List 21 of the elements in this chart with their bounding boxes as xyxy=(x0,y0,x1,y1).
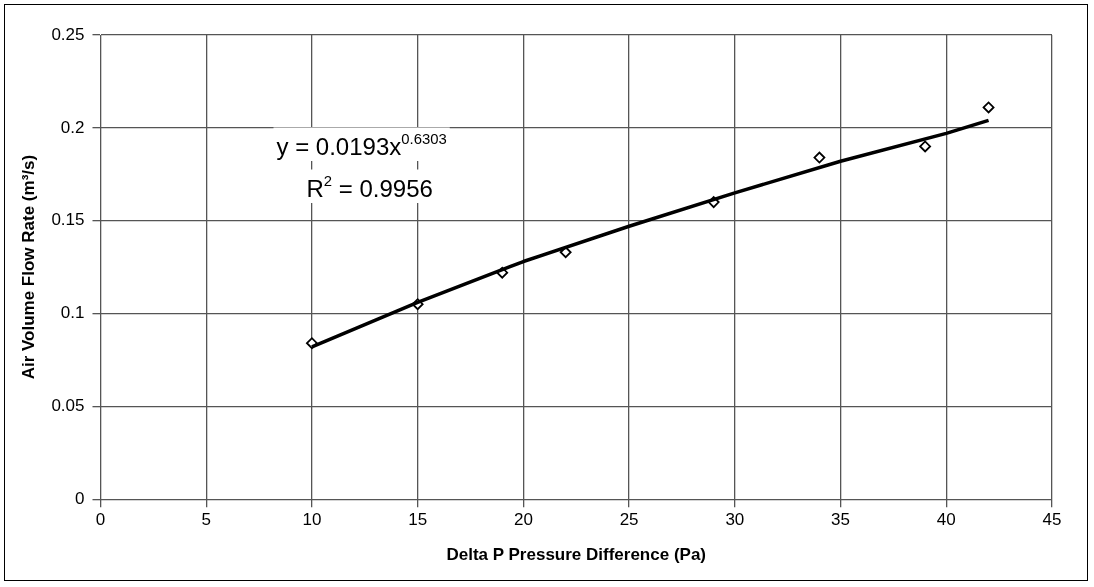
x-tick-label: 40 xyxy=(936,510,956,530)
x-tick-label: 15 xyxy=(408,510,428,530)
x-tick-label: 25 xyxy=(619,510,639,530)
x-tick-label: 20 xyxy=(513,510,533,530)
y-tick-label: 0.15 xyxy=(51,210,85,230)
y-tick-label: 0.25 xyxy=(51,24,85,44)
point xyxy=(919,140,932,153)
x-tick-label: 0 xyxy=(95,510,106,530)
y-tick-label: 0.1 xyxy=(60,303,85,323)
y-tick-label: 0.2 xyxy=(60,117,85,137)
x-tick-label: 35 xyxy=(831,510,851,530)
x-tick-label: 5 xyxy=(201,510,211,530)
y-tick-label: 0.05 xyxy=(51,396,85,416)
x-tick-label: 45 xyxy=(1042,510,1062,530)
point xyxy=(813,151,826,164)
y-axis-title: Air Volume Flow Rate (m³/s) xyxy=(18,154,38,380)
y-tick-label: 0 xyxy=(75,488,85,508)
point xyxy=(982,101,995,114)
x-tick-label: 30 xyxy=(725,510,745,530)
x-tick-label: 10 xyxy=(302,510,322,530)
x-axis-title: Delta P Pressure Difference (Pa) xyxy=(446,545,707,565)
